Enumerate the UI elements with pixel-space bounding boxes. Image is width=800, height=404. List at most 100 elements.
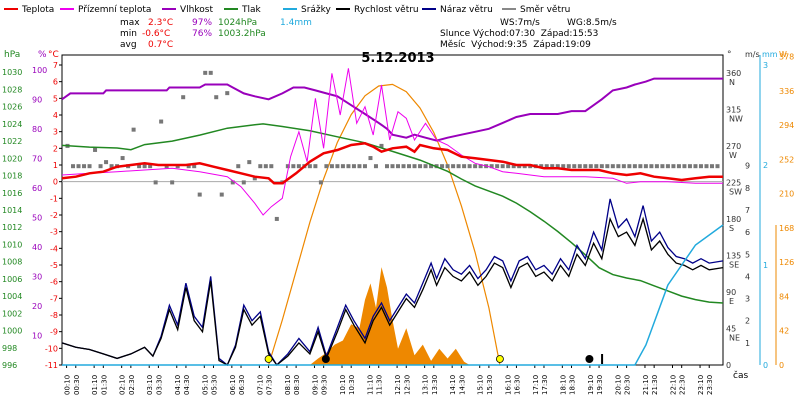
wind-direction-point bbox=[676, 164, 681, 169]
wind-direction-point bbox=[219, 192, 224, 197]
tick-label-w: 294 bbox=[779, 121, 794, 130]
wind-direction-point bbox=[335, 164, 340, 169]
tick-label-dir: 360 bbox=[726, 69, 741, 78]
tick-label-pct: 70 bbox=[32, 154, 42, 163]
x-tick-label: 23:30 bbox=[706, 375, 714, 395]
x-tick-label: 16:10 bbox=[504, 375, 512, 395]
axis-unit-temp: °C bbox=[48, 50, 59, 60]
stats-max-temp: 2.3°C bbox=[148, 18, 173, 28]
tick-label-dir: 225 bbox=[726, 178, 741, 187]
x-tick-label: 10:10 bbox=[339, 375, 347, 395]
tick-label-hpa: 1002 bbox=[2, 309, 22, 318]
wind-direction-point bbox=[709, 164, 714, 169]
x-tick-label: 00:10 bbox=[64, 375, 72, 395]
wind-direction-point bbox=[263, 164, 268, 169]
wind-direction-point bbox=[539, 164, 544, 169]
wind-direction-point bbox=[142, 164, 147, 169]
x-tick-label: 20:30 bbox=[624, 375, 632, 395]
x-tick-label: 22:30 bbox=[679, 375, 687, 395]
wind-direction-point bbox=[407, 164, 412, 169]
wind-direction-point bbox=[412, 164, 417, 169]
tick-label-ms: 5 bbox=[745, 250, 750, 259]
x-tick-label: 21:10 bbox=[642, 375, 650, 395]
info-block: WS:7m/s WG:8.5m/s Slunce Východ:07:30 Zá… bbox=[440, 18, 617, 50]
tick-label-dir: 135 bbox=[726, 251, 741, 260]
x-tick-label: 08:30 bbox=[293, 375, 301, 395]
stats-max-rain: 1.4mm bbox=[280, 18, 312, 28]
wind-direction-point bbox=[120, 156, 125, 161]
wind-direction-point bbox=[577, 164, 582, 169]
tick-label-ms: 7 bbox=[745, 206, 750, 215]
wind-direction-point bbox=[401, 164, 406, 169]
stats-min-hum: 76% bbox=[192, 29, 212, 39]
stats-max-press: 1024hPa bbox=[218, 18, 257, 28]
tick-label-w: 168 bbox=[779, 224, 794, 233]
x-tick-label: 08:10 bbox=[284, 375, 292, 395]
wind-direction-point bbox=[665, 164, 670, 169]
legend-label: Přízemní teplota bbox=[78, 5, 151, 15]
axis-unit-ms: m/s bbox=[745, 50, 760, 59]
moon-marker bbox=[321, 355, 330, 363]
tick-label-mm: 1 bbox=[763, 261, 768, 270]
wind-direction-point bbox=[687, 164, 692, 169]
x-axis-label: čas bbox=[733, 370, 748, 381]
x-tick-label: 11:10 bbox=[367, 375, 375, 395]
wind-direction-point bbox=[203, 70, 208, 75]
tick-label-hpa: 1020 bbox=[2, 154, 22, 163]
x-tick-label: 01:30 bbox=[100, 375, 108, 395]
wind-direction-point bbox=[71, 164, 76, 169]
tick-label-temp: -3 bbox=[50, 228, 58, 237]
wind-direction-point bbox=[357, 164, 362, 169]
tick-label-temp: -11 bbox=[45, 361, 58, 370]
wind-direction-point bbox=[269, 164, 274, 169]
wind-direction-point bbox=[104, 160, 109, 165]
wind-direction-point bbox=[98, 164, 103, 169]
x-tick-label: 13:10 bbox=[422, 375, 430, 395]
x-tick-label: 10:30 bbox=[348, 375, 356, 395]
x-tick-label: 01:10 bbox=[91, 375, 99, 395]
tick-label-dir: 0 bbox=[726, 361, 731, 370]
wind-direction-point bbox=[258, 164, 263, 169]
x-tick-label: 18:30 bbox=[569, 375, 577, 395]
x-tick-label: 17:10 bbox=[532, 375, 540, 395]
tick-label-temp: -10 bbox=[45, 344, 58, 353]
axis-unit-hpa: hPa bbox=[4, 50, 20, 60]
wind-direction-point bbox=[643, 164, 648, 169]
tick-label-pct: 80 bbox=[32, 125, 42, 134]
wind-direction-point bbox=[214, 95, 219, 100]
x-tick-label: 09:10 bbox=[311, 375, 319, 395]
tick-label-pct: 90 bbox=[32, 95, 42, 104]
tick-label-w: 0 bbox=[779, 361, 784, 370]
wind-direction-point bbox=[418, 164, 423, 169]
tick-label-w: 42 bbox=[779, 327, 789, 336]
tick-label-temp: 1 bbox=[53, 161, 58, 170]
stats-min-label: min bbox=[120, 29, 137, 39]
tick-label-hpa: 1000 bbox=[2, 327, 22, 336]
x-tick-label: 07:30 bbox=[266, 375, 274, 395]
tick-label-pct: 10 bbox=[32, 331, 42, 340]
tick-label-ms: 4 bbox=[745, 272, 750, 281]
info-moon: Měsíc Východ:9:35 Západ:19:09 bbox=[440, 40, 591, 50]
x-tick-label: 20:10 bbox=[614, 375, 622, 395]
x-tick-label: 06:30 bbox=[238, 375, 246, 395]
tick-label-dir: 315 bbox=[726, 105, 741, 114]
tick-label-w: 126 bbox=[779, 258, 794, 267]
tick-label-temp: 2 bbox=[53, 144, 58, 153]
legend-label: Náraz větru bbox=[440, 5, 493, 15]
wind-direction-point bbox=[340, 164, 345, 169]
legend-label: Směr větru bbox=[520, 5, 570, 15]
axis-unit-w: W bbox=[779, 50, 787, 59]
tick-label-ms: 2 bbox=[745, 317, 750, 326]
axis-unit-mm: mm bbox=[762, 50, 778, 59]
wind-direction-point bbox=[588, 164, 593, 169]
wind-direction-point bbox=[594, 164, 599, 169]
tick-label-pct: 20 bbox=[32, 302, 42, 311]
wind-direction-point bbox=[682, 164, 687, 169]
wind-direction-point bbox=[252, 176, 257, 181]
tick-label-hpa: 1026 bbox=[2, 103, 22, 112]
plot-group bbox=[61, 68, 724, 367]
tick-label-mm: 0 bbox=[763, 361, 768, 370]
wind-direction-point bbox=[489, 164, 494, 169]
wind-direction-point bbox=[208, 70, 213, 75]
